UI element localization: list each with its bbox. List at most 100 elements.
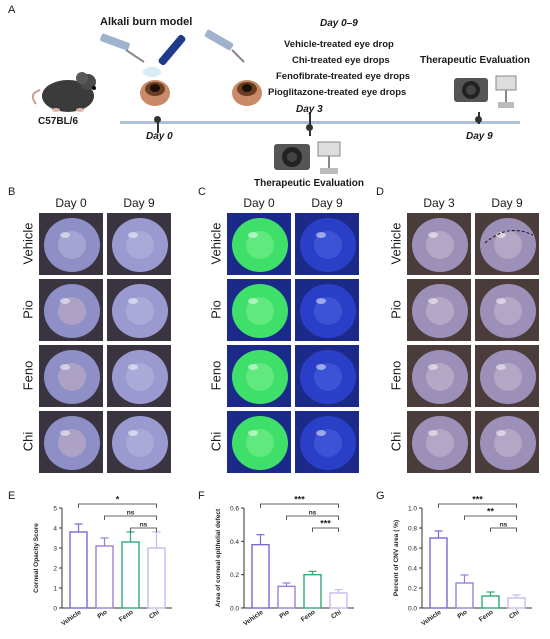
panel-label-g: G [376,490,385,502]
panel-c-eye-photo [294,278,360,342]
panel-b-eye-photo [106,344,172,408]
panel-c-row-label: Pio [208,300,224,319]
significance-label: *** [472,496,483,505]
panel-d-eye-photo [406,344,472,408]
significance-bracket [130,527,157,532]
bar [95,545,114,609]
bar [147,547,166,609]
pipette-pen-illustration [100,33,186,77]
y-axis-label: Area of corneal epithelial defect [215,508,222,607]
treatment-pioglitazone: Pioglitazone-treated eye drops [268,87,407,98]
day9-label: Day 9 [466,131,493,142]
panel-b-col-label: Day 9 [123,196,155,210]
alkali-burn-title: Alkali burn model [100,16,193,28]
significance-label: ns [140,522,148,529]
pipette-illustration-2 [204,29,245,63]
panel-c-eye-photo [294,212,360,276]
panel-d-eye-photo [406,278,472,342]
camera-device-icon-top [454,75,517,108]
panel-label-d: D [376,186,384,198]
eyeball-icon-1 [140,80,170,106]
y-tick-label: 5 [53,506,57,513]
significance-label: ns [500,522,508,529]
panel-b-eye-photo [38,212,104,276]
significance-label: ns [309,510,317,517]
dot-day9 [475,116,482,123]
panel-b-eye-photo [38,344,104,408]
camera-device-icon-bottom [274,141,341,174]
eval-bottom-label: Therapeutic Evaluation [254,178,365,189]
panel-c-eye-photo [226,344,292,408]
significance-label: *** [320,519,331,529]
x-tick-label: Pio [96,609,108,621]
x-tick-label: Chi [330,609,343,621]
chart-f-epithelial-defect: 0.0 0.2 0.4 0.6 Area of corneal epithelial d… [215,496,354,627]
y-axis-label: Percent of CNV area ( %) [393,520,400,596]
panel-label-c: C [198,186,206,198]
panel-b-eye-photo [106,212,172,276]
significance-label: ns [127,510,135,517]
panel-d-row-label: Pio [388,300,404,319]
panel-b-eye-photo [106,278,172,342]
panel-c-eye-photo [226,410,292,474]
panel-d-row-label: Vehicle [388,222,404,265]
y-tick-label: 4 [53,526,57,533]
treatment-fenofibrate: Fenofibrate-treated eye drops [276,71,411,82]
x-tick-label: Vehicle [420,609,443,628]
panel-label-a: A [8,4,16,16]
panel-label-f: F [198,490,205,502]
bar [303,573,322,609]
treatment-chi: Chi-treated eye drops [292,55,390,66]
panel-d-eye-photo [474,212,540,276]
y-tick-label: 0.2 [230,572,239,579]
y-tick-label: 0.8 [408,526,417,533]
panel-c-eye-photo [226,278,292,342]
y-tick-label: 3 [53,546,57,553]
x-tick-label: Chi [508,609,521,621]
panel-c-eye-photo [294,344,360,408]
panel-d-col-label: Day 3 [423,196,455,210]
panel-b-row-label: Vehicle [20,222,36,265]
panel-c-col-label: Day 9 [311,196,343,210]
panel-d-eye-photo [474,410,540,474]
significance-bracket [464,515,517,520]
day0-label: Day 0 [146,131,173,142]
panel-b-eye-photo [38,278,104,342]
bar [121,541,140,609]
bar [329,592,348,609]
x-tick-label: Pio [278,609,290,621]
chart-e-corneal-opacity: 0 1 2 3 4 5 Corneal Opacity Score Vehicle Pio Fen… [33,496,172,627]
panel-d-col-label: Day 9 [491,196,523,210]
bar [455,582,474,609]
y-tick-label: 0.4 [230,539,239,546]
y-tick-label: 1 [53,586,57,593]
eval-top-label: Therapeutic Evaluation [420,55,531,66]
chart-g-cnv-area: 0.0 0.2 0.4 0.6 0.8 1.0 Percent of CNV area ( … [393,496,532,628]
panel-d-eye-photo [474,278,540,342]
y-tick-label: 0.0 [230,606,239,613]
day-range-label: Day 0–9 [320,18,358,29]
y-tick-label: 0.6 [230,506,239,513]
significance-bracket [312,527,339,532]
y-tick-label: 0.2 [408,586,417,593]
bar [429,537,448,609]
significance-bracket [286,515,339,520]
y-axis-label: Corneal Opacity Score [33,523,40,593]
tick-day0 [157,121,159,133]
bar [507,597,526,609]
panel-c-row-label: Vehicle [208,222,224,265]
x-tick-label: Chi [148,609,161,621]
y-tick-label: 0 [53,606,57,613]
panel-c-row-label: Chi [208,431,224,452]
significance-label: ** [487,507,495,517]
panel-c-row-label: Feno [208,360,224,391]
panel-b-eye-photo [38,410,104,474]
panel-d-eye-photo [474,344,540,408]
y-tick-label: 1.0 [408,506,417,513]
bar [277,585,296,609]
panel-b-row-label: Feno [20,360,36,391]
significance-bracket [104,515,157,520]
panel-b-col-label: Day 0 [55,196,87,210]
x-tick-label: Pio [456,609,468,621]
dot-day0 [154,116,161,123]
